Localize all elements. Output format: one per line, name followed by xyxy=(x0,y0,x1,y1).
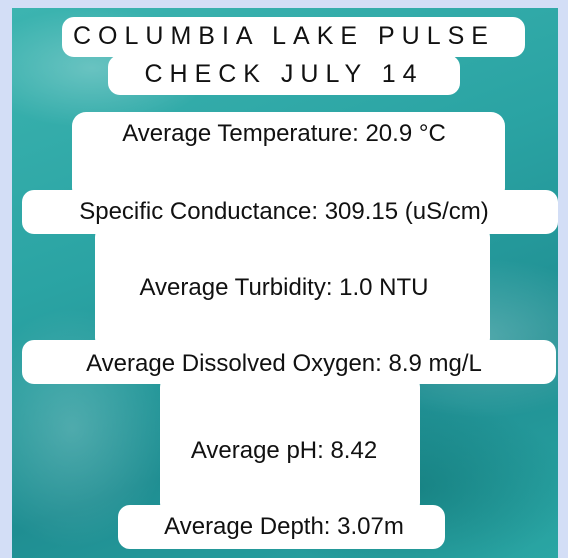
metric: Average Turbidity: 1.0 NTU xyxy=(0,274,568,302)
metric: Average Dissolved Oxygen: 8.9 mg/L xyxy=(0,350,568,378)
metric: Average Depth: 3.07m xyxy=(0,513,568,541)
title-line: COLUMBIA LAKE PULSE xyxy=(0,22,568,51)
metric: Specific Conductance: 309.15 (uS/cm) xyxy=(0,198,568,226)
title-line: CHECK JULY 14 xyxy=(0,60,568,89)
metric: Average Temperature: 20.9 °C xyxy=(0,120,568,148)
graphic: COLUMBIA LAKE PULSE CHECK JULY 14 Averag… xyxy=(0,0,568,558)
metric: Average pH: 8.42 xyxy=(0,437,568,465)
